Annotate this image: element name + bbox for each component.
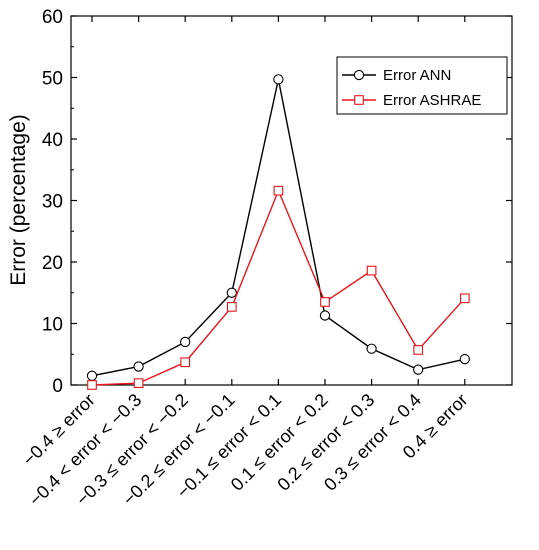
y-tick-label: 60: [42, 7, 63, 28]
y-tick-label: 20: [42, 253, 63, 274]
y-tick-label: 30: [42, 192, 63, 213]
data-point: [86, 370, 98, 381]
y-tick-label: 10: [42, 315, 63, 336]
data-point: [320, 297, 330, 307]
data-point: [273, 185, 284, 196]
y-tick-label: 0: [52, 376, 63, 397]
data-point: [413, 364, 424, 375]
data-point: [226, 302, 237, 312]
data-point: [180, 336, 191, 348]
legend-marker: [353, 69, 365, 81]
series-line: [91, 188, 466, 386]
legend-label: Error ASHRAE: [383, 92, 481, 109]
series-line: [91, 79, 465, 377]
legend-label: Error ANN: [383, 67, 451, 84]
data-point: [133, 378, 144, 389]
data-point: [226, 287, 237, 298]
data-point: [319, 310, 331, 321]
series-layer: [86, 74, 470, 390]
data-point: [133, 361, 144, 372]
data-point: [273, 74, 284, 85]
data-point: [366, 343, 377, 354]
data-point: [87, 380, 97, 390]
y-axis-title: Error (percentage): [7, 114, 30, 286]
legend-marker: [354, 95, 364, 105]
y-axis: 0 10 20 30 40 50 60: [42, 7, 512, 397]
data-point: [459, 354, 470, 365]
legend: Error ANN Error ASHRAE: [336, 56, 508, 115]
data-point: [459, 293, 470, 304]
y-tick-label: 40: [42, 130, 63, 151]
data-point: [413, 345, 424, 355]
y-tick-label: 50: [42, 69, 63, 90]
data-point: [366, 265, 377, 276]
legend-box: [336, 56, 508, 115]
data-point: [180, 357, 191, 368]
